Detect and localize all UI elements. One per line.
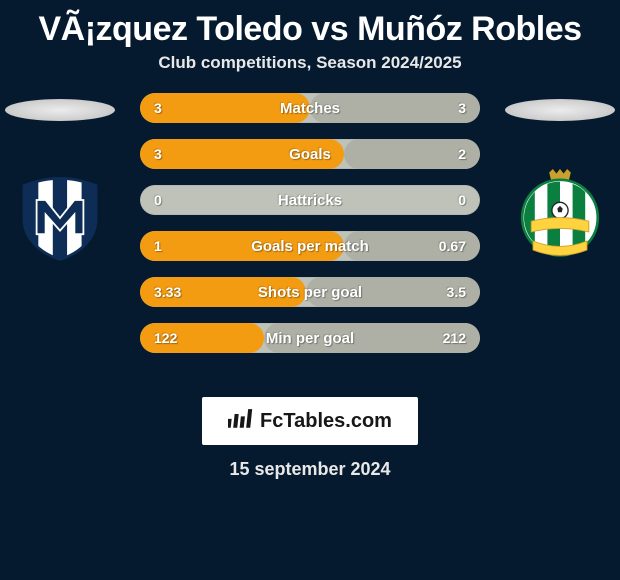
stat-bar-left <box>140 231 344 261</box>
vs-separator: vs <box>311 10 348 48</box>
player2-name: Muñóz Robles <box>357 10 581 48</box>
brand-box: FcTables.com <box>202 397 418 445</box>
stat-row: 3Goals2 <box>140 139 480 169</box>
santos-laguna-crest-icon <box>515 173 605 263</box>
stat-bar-left <box>140 139 344 169</box>
player-ellipse-icon <box>5 99 115 121</box>
stat-bar-right <box>310 93 480 123</box>
stat-row: 3.33Shots per goal3.5 <box>140 277 480 307</box>
stat-right-value: 0 <box>458 192 466 208</box>
stat-bar-left <box>140 323 264 353</box>
stat-label: Hattricks <box>140 192 480 209</box>
monterrey-crest-icon <box>15 173 105 263</box>
stat-row: 1Goals per match0.67 <box>140 231 480 261</box>
stat-row: 122Min per goal212 <box>140 323 480 353</box>
stat-bar-right <box>344 139 480 169</box>
subtitle: Club competitions, Season 2024/2025 <box>0 53 620 93</box>
stat-row: 0Hattricks0 <box>140 185 480 215</box>
comparison-content: 3Matches3 3Goals2 0Hattricks0 1Goals per ma… <box>0 93 620 383</box>
stat-bar-left <box>140 277 306 307</box>
stat-bar-right <box>264 323 480 353</box>
stat-bar-right <box>344 231 480 261</box>
stat-bar-left <box>140 93 310 123</box>
comparison-title: VÃ¡zquez Toledo vs Muñóz Robles <box>0 0 620 53</box>
left-badge-column <box>0 93 120 263</box>
stat-text-overlay: 0Hattricks0 <box>140 185 480 215</box>
stat-row: 3Matches3 <box>140 93 480 123</box>
stat-bar-right <box>306 277 480 307</box>
chart-bars-icon <box>228 407 254 435</box>
player1-name: VÃ¡zquez Toledo <box>38 10 302 48</box>
brand-text: FcTables.com <box>260 410 392 433</box>
footer: FcTables.com 15 september 2024 <box>0 397 620 480</box>
right-badge-column <box>500 93 620 263</box>
player-ellipse-icon <box>505 99 615 121</box>
date-text: 15 september 2024 <box>229 459 390 480</box>
stats-container: 3Matches3 3Goals2 0Hattricks0 1Goals per ma… <box>140 93 480 353</box>
stat-left-value: 0 <box>154 192 162 208</box>
